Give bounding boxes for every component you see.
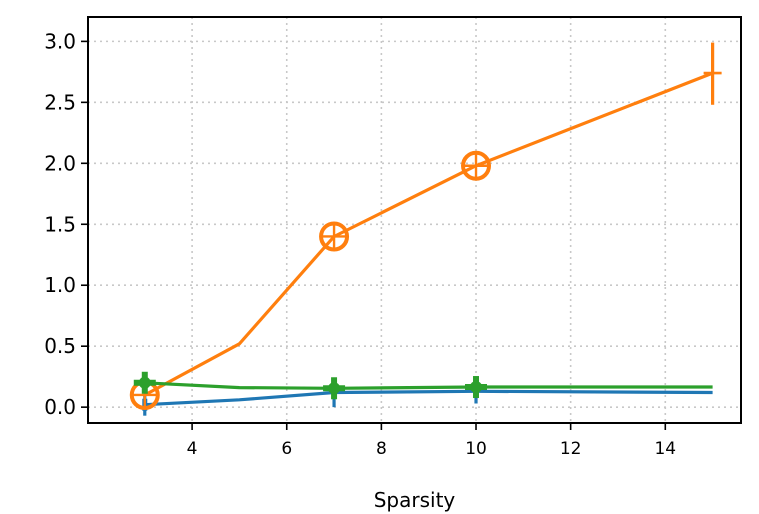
y-tick-label: 1.5	[44, 212, 76, 236]
y-tick-label: 3.0	[44, 29, 76, 53]
x-tick-label: 8	[376, 439, 387, 459]
series-1	[129, 42, 722, 410]
data-point-core	[328, 382, 341, 395]
y-tick-label: 0.5	[44, 334, 76, 358]
grid	[88, 17, 741, 423]
series-group	[129, 42, 722, 416]
y-tick-label: 2.5	[44, 90, 76, 114]
y-tick-label: 0.0	[44, 395, 76, 419]
y-tick-label: 1.0	[44, 273, 76, 297]
x-tick-label: 6	[281, 439, 292, 459]
data-point-core	[470, 381, 483, 394]
data-point-core	[138, 376, 151, 389]
ticks: 4 6 8 10 12 14 0.0 0.5 1.0 1.5 2.0 2.5 3.0	[44, 29, 676, 459]
plot-frame	[87, 16, 742, 424]
x-tick-label: 4	[187, 439, 198, 459]
x-tick-label: 14	[654, 439, 676, 459]
series-line	[144, 381, 713, 390]
y-tick-label: 2.0	[44, 151, 76, 175]
series-2	[133, 371, 713, 400]
series-line	[144, 71, 714, 397]
x-tick-label: 12	[560, 439, 582, 459]
x-axis-label: Sparsity	[374, 488, 456, 512]
x-tick-label: 10	[465, 439, 487, 459]
series-line	[144, 389, 713, 407]
